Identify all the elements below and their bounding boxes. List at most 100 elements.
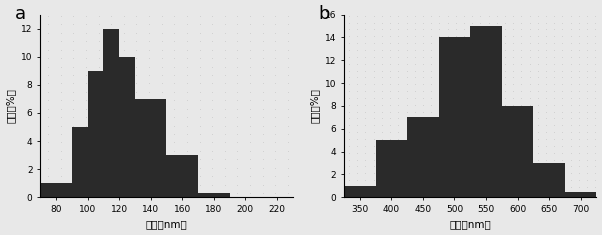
Point <box>377 192 386 196</box>
Point <box>484 178 494 182</box>
Point <box>517 171 526 175</box>
Point <box>245 149 255 153</box>
Point <box>361 75 370 79</box>
Point <box>119 183 129 187</box>
Point <box>410 117 420 120</box>
Point <box>361 103 370 107</box>
Point <box>517 158 526 161</box>
Point <box>492 130 501 134</box>
Point <box>508 178 518 182</box>
Point <box>476 178 485 182</box>
Point <box>410 96 420 100</box>
Point <box>459 89 469 93</box>
Text: b: b <box>319 5 330 24</box>
Point <box>352 21 362 24</box>
Point <box>352 89 362 93</box>
Point <box>270 157 280 161</box>
Point <box>394 48 403 52</box>
Point <box>517 62 526 66</box>
Point <box>566 27 576 31</box>
Point <box>410 151 420 155</box>
Point <box>195 115 205 119</box>
Point <box>352 48 362 52</box>
Point <box>451 82 461 86</box>
Point <box>245 56 255 60</box>
Point <box>541 110 551 114</box>
Point <box>361 14 370 18</box>
Point <box>541 171 551 175</box>
Point <box>270 14 280 18</box>
Point <box>435 185 444 189</box>
Bar <box>198 193 229 197</box>
Point <box>591 151 600 155</box>
Y-axis label: 强度（%）: 强度（%） <box>5 89 16 123</box>
Point <box>484 89 494 93</box>
Point <box>459 130 469 134</box>
Point <box>467 130 477 134</box>
Point <box>245 31 255 35</box>
Point <box>451 144 461 148</box>
Point <box>258 90 267 94</box>
Point <box>582 185 592 189</box>
Point <box>451 158 461 161</box>
Point <box>43 73 53 77</box>
Point <box>557 89 567 93</box>
X-axis label: 粒径（nm）: 粒径（nm） <box>449 219 491 229</box>
Point <box>361 41 370 45</box>
Point <box>591 192 600 196</box>
Point <box>533 34 542 38</box>
Point <box>508 123 518 127</box>
Point <box>43 141 53 144</box>
Point <box>591 27 600 31</box>
Point <box>566 34 576 38</box>
Point <box>56 115 66 119</box>
Point <box>525 55 535 59</box>
Point <box>170 183 179 187</box>
Point <box>451 96 461 100</box>
Point <box>500 151 510 155</box>
Point <box>43 166 53 170</box>
Point <box>144 115 154 119</box>
Point <box>410 164 420 168</box>
Point <box>500 158 510 161</box>
Point <box>467 62 477 66</box>
Point <box>426 151 436 155</box>
Point <box>541 14 551 18</box>
Point <box>426 178 436 182</box>
Point <box>170 132 179 136</box>
Point <box>170 65 179 68</box>
Point <box>107 149 116 153</box>
Point <box>500 117 510 120</box>
Point <box>352 41 362 45</box>
Point <box>157 48 167 52</box>
Point <box>517 151 526 155</box>
Point <box>132 14 141 18</box>
Point <box>245 39 255 43</box>
Point <box>352 151 362 155</box>
Point <box>574 27 583 31</box>
Point <box>426 89 436 93</box>
Point <box>492 27 501 31</box>
Point <box>476 27 485 31</box>
Point <box>541 27 551 31</box>
Point <box>557 69 567 72</box>
Point <box>258 141 267 144</box>
Point <box>566 41 576 45</box>
Point <box>258 107 267 111</box>
Point <box>533 96 542 100</box>
Point <box>369 137 379 141</box>
Point <box>550 55 559 59</box>
Point <box>550 137 559 141</box>
Point <box>170 56 179 60</box>
Point <box>352 178 362 182</box>
Point <box>591 48 600 52</box>
Point <box>525 27 535 31</box>
Point <box>410 123 420 127</box>
Point <box>574 82 583 86</box>
Point <box>525 185 535 189</box>
Point <box>418 130 428 134</box>
Point <box>232 124 242 127</box>
Point <box>283 191 293 195</box>
Point <box>533 62 542 66</box>
Point <box>369 192 379 196</box>
